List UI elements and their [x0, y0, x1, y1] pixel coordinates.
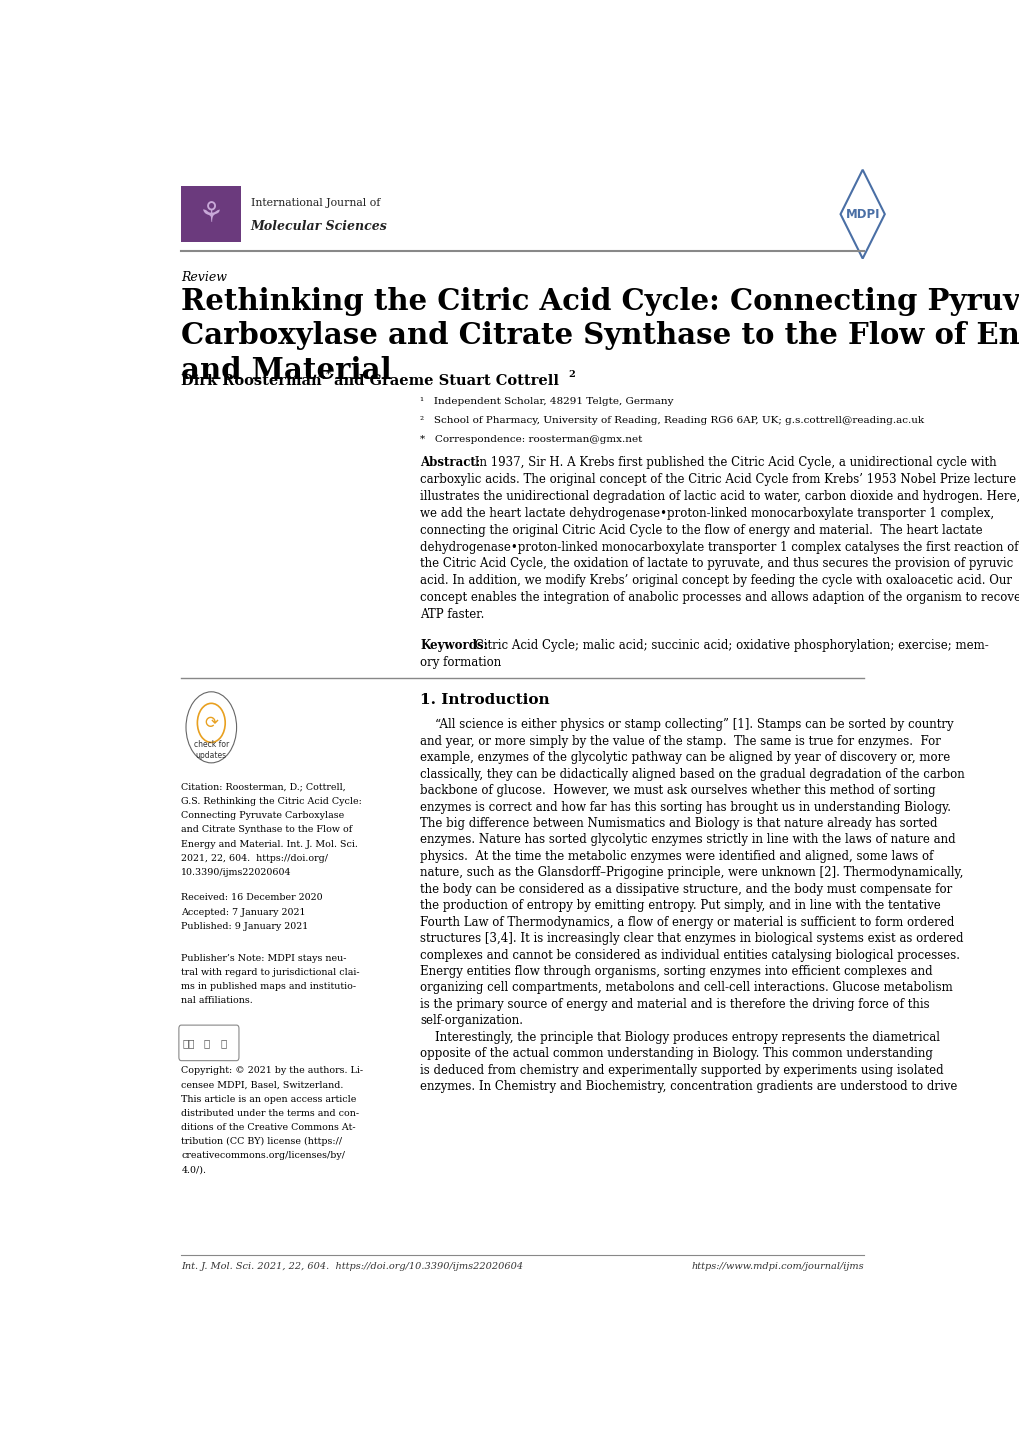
Text: ditions of the Creative Commons At-: ditions of the Creative Commons At- [181, 1123, 356, 1132]
Text: ⓨ: ⓨ [220, 1038, 227, 1048]
Text: Review: Review [181, 271, 227, 284]
Text: ⓑ: ⓑ [203, 1038, 210, 1048]
Text: illustrates the unidirectional degradation of lactic acid to water, carbon dioxi: illustrates the unidirectional degradati… [420, 490, 1019, 503]
Text: complexes and cannot be considered as individual entities catalysing biological : complexes and cannot be considered as in… [420, 949, 959, 962]
Text: ory formation: ory formation [420, 656, 500, 669]
Text: dehydrogenase•proton-linked monocarboxylate transporter 1 complex catalyses the : dehydrogenase•proton-linked monocarboxyl… [420, 541, 1018, 554]
Text: and year, or more simply by the value of the stamp.  The same is true for enzyme: and year, or more simply by the value of… [420, 735, 940, 748]
Text: nal affiliations.: nal affiliations. [181, 996, 253, 1005]
Text: This article is an open access article: This article is an open access article [181, 1094, 357, 1103]
Text: Published: 9 January 2021: Published: 9 January 2021 [181, 921, 308, 932]
Text: enzymes is correct and how far has this sorting has brought us in understanding : enzymes is correct and how far has this … [420, 800, 950, 813]
Text: 1,*: 1,* [317, 369, 332, 379]
Text: Rethinking the Citric Acid Cycle: Connecting Pyruvate
Carboxylase and Citrate Sy: Rethinking the Citric Acid Cycle: Connec… [181, 287, 1019, 385]
Text: ⟳: ⟳ [204, 714, 218, 733]
Text: carboxylic acids. The original concept of the Citric Acid Cycle from Krebs’ 1953: carboxylic acids. The original concept o… [420, 473, 1015, 486]
Text: G.S. Rethinking the Citric Acid Cycle:: G.S. Rethinking the Citric Acid Cycle: [181, 797, 362, 806]
Text: MDPI: MDPI [845, 208, 879, 221]
Text: Fourth Law of Thermodynamics, a flow of energy or material is sufficient to form: Fourth Law of Thermodynamics, a flow of … [420, 916, 954, 929]
Text: In 1937, Sir H. A Krebs first published the Citric Acid Cycle, a unidirectional : In 1937, Sir H. A Krebs first published … [471, 456, 996, 469]
Text: organizing cell compartments, metabolons and cell-cell interactions. Glucose met: organizing cell compartments, metabolons… [420, 982, 952, 995]
Text: *   Correspondence: roosterman@gmx.net: * Correspondence: roosterman@gmx.net [420, 435, 642, 444]
Text: 2: 2 [568, 369, 575, 379]
Text: “All science is either physics or stamp collecting” [1]. Stamps can be sorted by: “All science is either physics or stamp … [420, 718, 953, 731]
Text: Abstract:: Abstract: [420, 456, 480, 469]
Text: distributed under the terms and con-: distributed under the terms and con- [181, 1109, 359, 1118]
Text: example, enzymes of the glycolytic pathway can be aligned by year of discovery o: example, enzymes of the glycolytic pathw… [420, 751, 950, 764]
Text: ms in published maps and institutio-: ms in published maps and institutio- [181, 982, 356, 991]
Text: 1. Introduction: 1. Introduction [420, 694, 549, 707]
Text: nature, such as the Glansdorff–Prigogine principle, were unknown [2]. Thermodyna: nature, such as the Glansdorff–Prigogine… [420, 867, 962, 880]
Text: structures [3,4]. It is increasingly clear that enzymes in biological systems ex: structures [3,4]. It is increasingly cle… [420, 932, 963, 945]
Text: backbone of glucose.  However, we must ask ourselves whether this method of sort: backbone of glucose. However, we must as… [420, 784, 934, 797]
Text: Keywords:: Keywords: [420, 639, 487, 652]
Text: acid. In addition, we modify Krebs’ original concept by feeding the cycle with o: acid. In addition, we modify Krebs’ orig… [420, 574, 1011, 587]
FancyBboxPatch shape [181, 186, 240, 242]
Text: ¹   Independent Scholar, 48291 Telgte, Germany: ¹ Independent Scholar, 48291 Telgte, Ger… [420, 398, 673, 407]
Text: enzymes. In Chemistry and Biochemistry, concentration gradients are understood t: enzymes. In Chemistry and Biochemistry, … [420, 1080, 957, 1093]
Text: enzymes. Nature has sorted glycolytic enzymes strictly in line with the laws of : enzymes. Nature has sorted glycolytic en… [420, 833, 955, 846]
Text: ⒸⒸ: ⒸⒸ [182, 1038, 196, 1048]
Text: Copyright: © 2021 by the authors. Li-: Copyright: © 2021 by the authors. Li- [181, 1066, 363, 1076]
Text: Interestingly, the principle that Biology produces entropy represents the diamet: Interestingly, the principle that Biolog… [420, 1031, 940, 1044]
Text: Connecting Pyruvate Carboxylase: Connecting Pyruvate Carboxylase [181, 812, 344, 820]
Text: and Citrate Synthase to the Flow of: and Citrate Synthase to the Flow of [181, 825, 353, 835]
Text: Accepted: 7 January 2021: Accepted: 7 January 2021 [181, 907, 306, 917]
Text: censee MDPI, Basel, Switzerland.: censee MDPI, Basel, Switzerland. [181, 1080, 343, 1089]
Text: opposite of the actual common understanding in Biology. This common understandin: opposite of the actual common understand… [420, 1047, 932, 1060]
Text: 2021, 22, 604.  https://doi.org/: 2021, 22, 604. https://doi.org/ [181, 854, 328, 862]
Text: is deduced from chemistry and experimentally supported by experiments using isol: is deduced from chemistry and experiment… [420, 1064, 943, 1077]
Text: is the primary source of energy and material and is therefore the driving force : is the primary source of energy and mate… [420, 998, 928, 1011]
Text: the Citric Acid Cycle, the oxidation of lactate to pyruvate, and thus secures th: the Citric Acid Cycle, the oxidation of … [420, 558, 1012, 571]
Text: classically, they can be didactically aligned based on the gradual degradation o: classically, they can be didactically al… [420, 767, 964, 780]
Text: https://www.mdpi.com/journal/ijms: https://www.mdpi.com/journal/ijms [691, 1262, 863, 1272]
Text: and Graeme Stuart Cottrell: and Graeme Stuart Cottrell [333, 373, 558, 388]
Text: Citric Acid Cycle; malic acid; succinic acid; oxidative phosphorylation; exercis: Citric Acid Cycle; malic acid; succinic … [471, 639, 988, 652]
Text: connecting the original Citric Acid Cycle to the flow of energy and material.  T: connecting the original Citric Acid Cycl… [420, 523, 981, 536]
Text: 10.3390/ijms22020604: 10.3390/ijms22020604 [181, 868, 291, 877]
Text: the production of entropy by emitting entropy. Put simply, and in line with the : the production of entropy by emitting en… [420, 900, 940, 913]
Text: Dirk Roosterman: Dirk Roosterman [181, 373, 322, 388]
Text: check for: check for [194, 740, 228, 748]
Text: International Journal of: International Journal of [251, 198, 380, 208]
Text: tribution (CC BY) license (https://: tribution (CC BY) license (https:// [181, 1138, 342, 1146]
Text: Publisher’s Note: MDPI stays neu-: Publisher’s Note: MDPI stays neu- [181, 953, 346, 963]
Text: creativecommons.org/licenses/by/: creativecommons.org/licenses/by/ [181, 1152, 344, 1161]
Text: self-organization.: self-organization. [420, 1014, 523, 1027]
Text: Int. J. Mol. Sci. 2021, 22, 604.  https://doi.org/10.3390/ijms22020604: Int. J. Mol. Sci. 2021, 22, 604. https:/… [181, 1262, 523, 1272]
Text: the body can be considered as a dissipative structure, and the body must compens: the body can be considered as a dissipat… [420, 883, 952, 895]
Text: The big difference between Numismatics and Biology is that nature already has so: The big difference between Numismatics a… [420, 818, 936, 831]
Text: we add the heart lactate dehydrogenase•proton-linked monocarboxylate transporter: we add the heart lactate dehydrogenase•p… [420, 506, 994, 519]
Text: Energy and Material. Int. J. Mol. Sci.: Energy and Material. Int. J. Mol. Sci. [181, 839, 358, 849]
Text: 4.0/).: 4.0/). [181, 1165, 206, 1175]
Text: Molecular Sciences: Molecular Sciences [251, 219, 387, 232]
Text: tral with regard to jurisdictional clai-: tral with regard to jurisdictional clai- [181, 968, 360, 978]
Text: ⚘: ⚘ [199, 200, 223, 228]
Text: ²   School of Pharmacy, University of Reading, Reading RG6 6AP, UK; g.s.cottrell: ² School of Pharmacy, University of Read… [420, 417, 923, 425]
Text: updates: updates [196, 751, 226, 760]
Text: ATP faster.: ATP faster. [420, 609, 484, 622]
Text: Citation: Roosterman, D.; Cottrell,: Citation: Roosterman, D.; Cottrell, [181, 783, 345, 792]
Text: physics.  At the time the metabolic enzymes were identified and aligned, some la: physics. At the time the metabolic enzym… [420, 849, 932, 862]
Text: Energy entities flow through organisms, sorting enzymes into efficient complexes: Energy entities flow through organisms, … [420, 965, 931, 978]
Text: concept enables the integration of anabolic processes and allows adaption of the: concept enables the integration of anabo… [420, 591, 1019, 604]
Text: Received: 16 December 2020: Received: 16 December 2020 [181, 894, 323, 903]
